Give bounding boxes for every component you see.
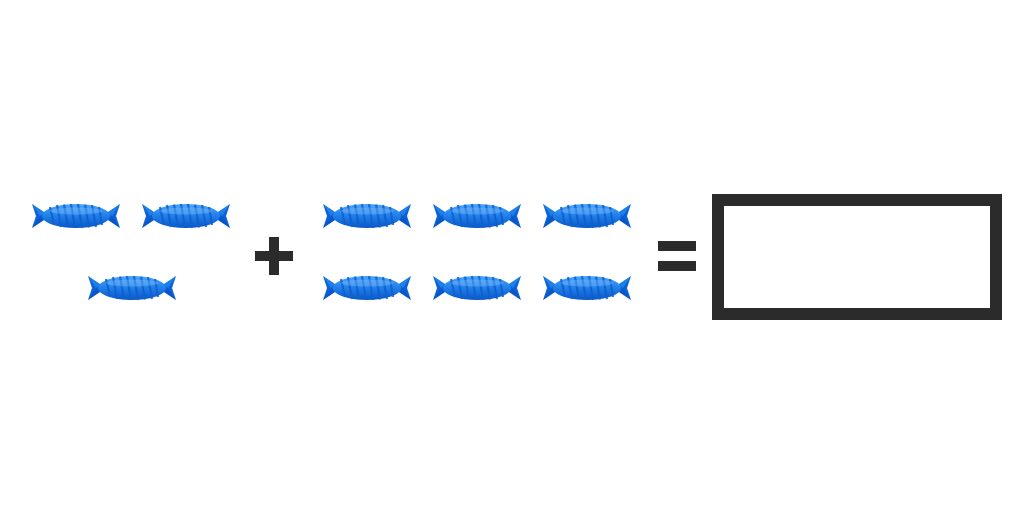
blue-wrapped-candy-icon [86,272,178,304]
blue-wrapped-candy-icon [541,272,633,304]
blue-wrapped-candy-icon [321,272,413,304]
blue-wrapped-candy-icon [541,200,633,232]
equals-sign [658,241,696,271]
blue-wrapped-candy-icon [321,200,413,232]
answer-box[interactable] [712,194,1002,320]
blue-wrapped-candy-icon [30,200,122,232]
blue-wrapped-candy-icon [431,272,523,304]
blue-wrapped-candy-icon [431,200,523,232]
blue-wrapped-candy-icon [140,200,232,232]
plus-sign [255,237,293,275]
